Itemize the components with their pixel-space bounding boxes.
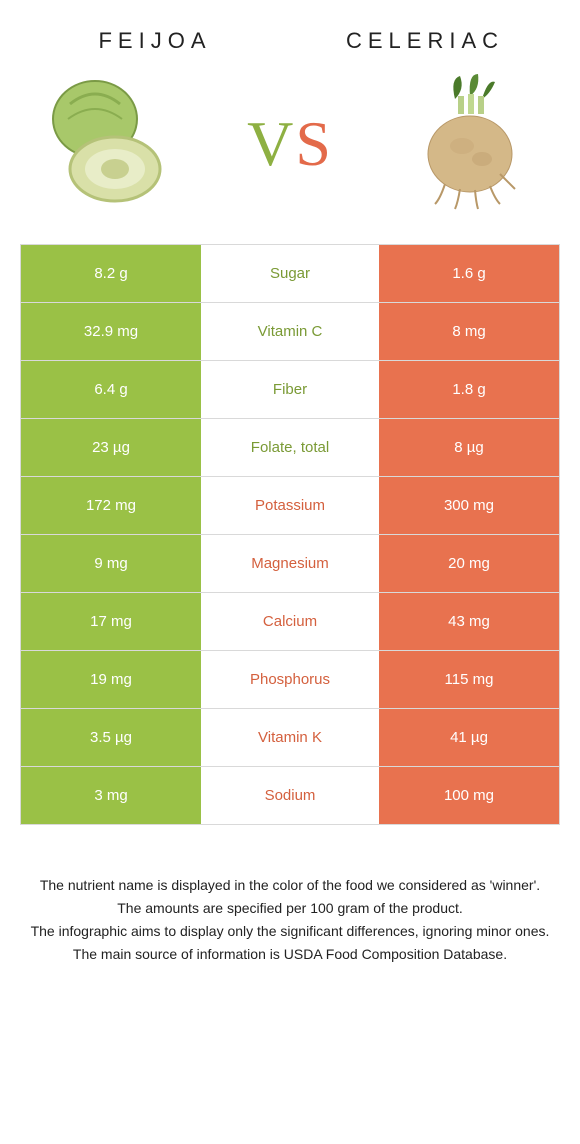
left-value: 32.9 mg [21,303,201,360]
left-food-title: FEIJOA [20,28,290,54]
right-value: 41 µg [379,709,559,766]
right-value: 20 mg [379,535,559,592]
right-value: 100 mg [379,767,559,824]
vs-s: S [295,108,333,179]
right-value: 300 mg [379,477,559,534]
right-value: 1.8 g [379,361,559,418]
table-row: 19 mgPhosphorus115 mg [21,650,559,708]
table-row: 3 mgSodium100 mg [21,766,559,824]
table-row: 17 mgCalcium43 mg [21,592,559,650]
footer-line-1: The nutrient name is displayed in the co… [30,875,550,896]
right-value: 115 mg [379,651,559,708]
table-row: 9 mgMagnesium20 mg [21,534,559,592]
nutrient-label: Vitamin K [201,709,379,766]
table-row: 3.5 µgVitamin K41 µg [21,708,559,766]
nutrient-label: Phosphorus [201,651,379,708]
feijoa-image [40,74,180,214]
right-value: 43 mg [379,593,559,650]
header-titles: FEIJOA CELERIAC [0,0,580,64]
nutrient-label: Sugar [201,245,379,302]
left-value: 23 µg [21,419,201,476]
nutrient-label: Magnesium [201,535,379,592]
nutrient-label: Folate, total [201,419,379,476]
left-value: 9 mg [21,535,201,592]
table-row: 32.9 mgVitamin C8 mg [21,302,559,360]
table-row: 8.2 gSugar1.6 g [21,244,559,302]
images-row: VS [0,64,580,244]
footer-line-2: The amounts are specified per 100 gram o… [30,898,550,919]
right-food-title: CELERIAC [290,28,560,54]
footer-line-3: The infographic aims to display only the… [30,921,550,942]
left-value: 17 mg [21,593,201,650]
nutrient-label: Sodium [201,767,379,824]
left-value: 172 mg [21,477,201,534]
footer-notes: The nutrient name is displayed in the co… [0,825,580,987]
nutrient-label: Potassium [201,477,379,534]
right-value: 8 µg [379,419,559,476]
table-row: 23 µgFolate, total8 µg [21,418,559,476]
right-value: 8 mg [379,303,559,360]
left-value: 3.5 µg [21,709,201,766]
celeriac-image [400,74,540,214]
nutrient-label: Fiber [201,361,379,418]
nutrient-table: 8.2 gSugar1.6 g32.9 mgVitamin C8 mg6.4 g… [20,244,560,825]
vs-label: VS [247,107,333,181]
vs-v: V [247,108,295,179]
table-row: 6.4 gFiber1.8 g [21,360,559,418]
left-value: 3 mg [21,767,201,824]
left-value: 8.2 g [21,245,201,302]
table-row: 172 mgPotassium300 mg [21,476,559,534]
left-value: 19 mg [21,651,201,708]
nutrient-label: Calcium [201,593,379,650]
footer-line-4: The main source of information is USDA F… [30,944,550,965]
nutrient-label: Vitamin C [201,303,379,360]
left-value: 6.4 g [21,361,201,418]
right-value: 1.6 g [379,245,559,302]
